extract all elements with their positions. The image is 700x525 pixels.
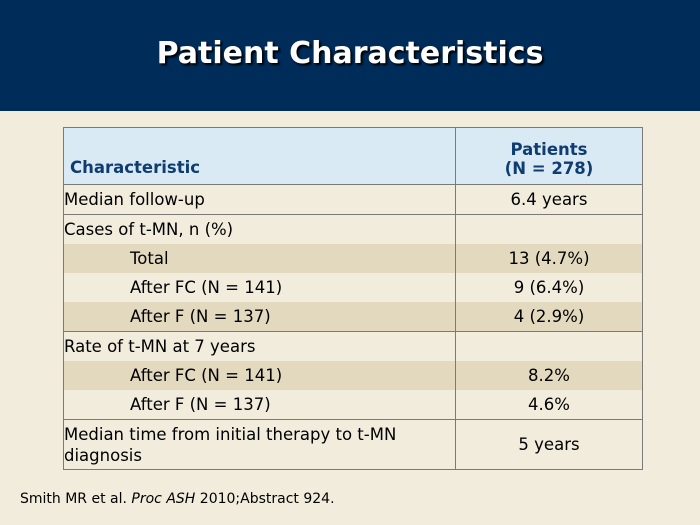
row-label: After FC (N = 141) [63,273,456,302]
citation-footnote: Smith MR et al. Proc ASH 2010;Abstract 9… [20,491,335,507]
header-patients-line1: Patients [510,140,588,159]
row-value: 13 (4.7%) [455,244,643,273]
header-patients-line2: (N = 278) [504,159,594,178]
citation-details: 2010;Abstract 924. [199,491,335,507]
table-row: Median time from initial therapy to t-MN… [63,419,643,470]
table-row: Median follow-up 6.4 years [63,184,643,215]
citation-journal: Proc ASH [131,491,196,507]
characteristics-table: Characteristic Patients (N = 278) Median … [63,127,643,470]
row-value: 6.4 years [455,184,643,215]
table-row: After F (N = 137) 4 (2.9%) [63,302,643,332]
citation-authors: Smith MR et al. [20,491,127,507]
row-value: 9 (6.4%) [455,273,643,302]
row-label: Rate of t-MN at 7 years [63,331,456,361]
row-value: 5 years [455,419,643,470]
header-characteristic: Characteristic [63,127,456,185]
slide-title: Patient Characteristics [156,36,544,71]
title-band [0,0,700,111]
table-header-row: Characteristic Patients (N = 278) [63,127,643,185]
row-value: 4.6% [455,390,643,420]
row-label: After F (N = 137) [63,390,456,420]
row-label: Median time from initial therapy to t-MN… [63,419,456,470]
table-row: Total 13 (4.7%) [63,244,643,273]
table-row: After F (N = 137) 4.6% [63,390,643,420]
header-patients: Patients (N = 278) [455,127,643,185]
table-row: Rate of t-MN at 7 years [63,331,643,361]
row-label: Median follow-up [63,184,456,215]
row-value [455,214,643,244]
row-label: After F (N = 137) [63,302,456,332]
table-row: After FC (N = 141) 8.2% [63,361,643,390]
row-value: 8.2% [455,361,643,390]
row-label: Cases of t-MN, n (%) [63,214,456,244]
row-value [455,331,643,361]
table-row: After FC (N = 141) 9 (6.4%) [63,273,643,302]
table-row: Cases of t-MN, n (%) [63,214,643,244]
row-label: Total [63,244,456,273]
row-label: After FC (N = 141) [63,361,456,390]
row-value: 4 (2.9%) [455,302,643,332]
